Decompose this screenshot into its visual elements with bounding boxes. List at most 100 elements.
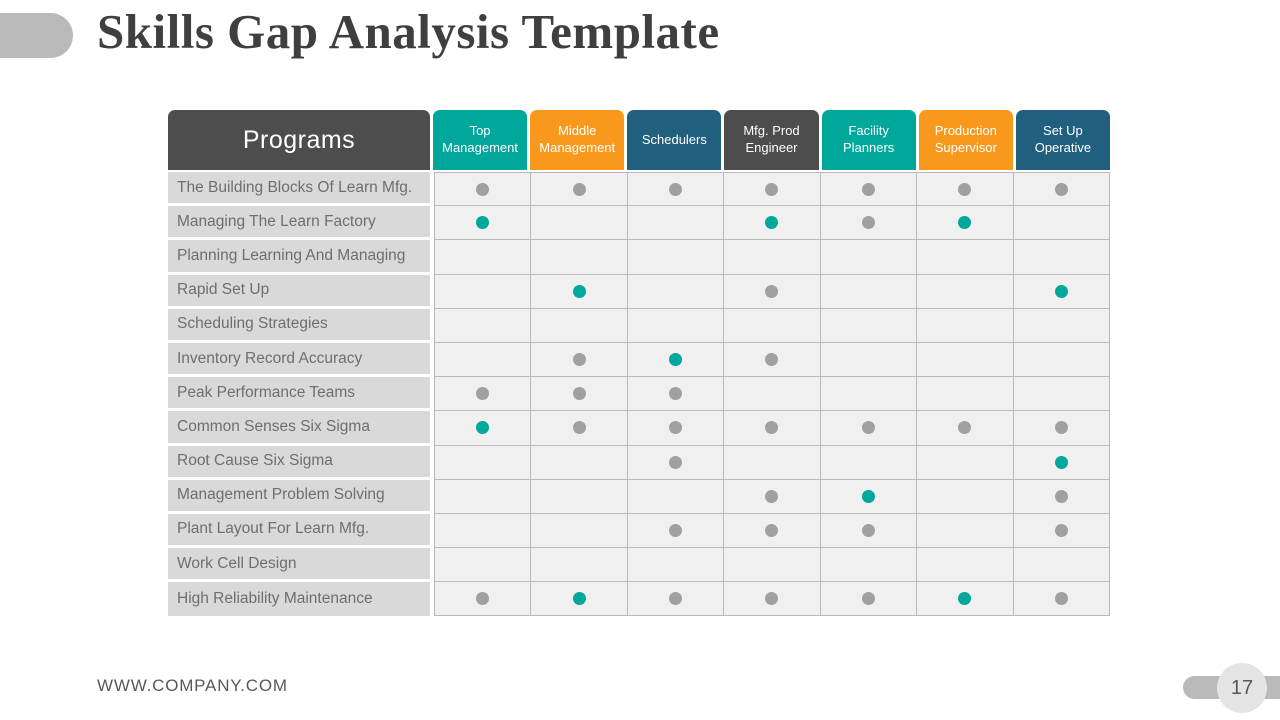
matrix-cell — [627, 274, 725, 309]
program-name-cell: High Reliability Maintenance — [168, 582, 430, 617]
teal-skill-dot-icon — [476, 421, 490, 435]
matrix-cell — [724, 582, 821, 617]
matrix-cell — [1013, 479, 1110, 514]
program-name-cell: The Building Blocks Of Learn Mfg. — [168, 172, 430, 207]
matrix-cell — [917, 582, 1014, 617]
matrix-cell — [531, 479, 628, 514]
table-row: Peak Performance Teams — [168, 377, 1110, 412]
matrix-cell — [724, 240, 821, 275]
table-row: Rapid Set Up — [168, 274, 1110, 309]
matrix-cell — [1013, 308, 1110, 343]
column-header-middle-management: Middle Management — [530, 110, 625, 170]
program-name-cell: Work Cell Design — [168, 548, 430, 583]
table-header-row: Programs Top Management Middle Management… — [168, 110, 1110, 170]
gray-skill-dot-icon — [1054, 592, 1068, 606]
table-row: Common Senses Six Sigma — [168, 411, 1110, 446]
matrix-cell — [724, 308, 821, 343]
matrix-cell — [917, 206, 1014, 241]
table-row: Scheduling Strategies — [168, 308, 1110, 343]
column-header-facility-planners: Facility Planners — [821, 110, 916, 170]
matrix-cell — [917, 513, 1014, 549]
matrix-cell — [531, 308, 628, 343]
matrix-cell — [531, 582, 628, 617]
matrix-cell — [531, 445, 628, 480]
matrix-cell — [434, 411, 532, 446]
matrix-cell — [917, 240, 1014, 275]
gray-skill-dot-icon — [476, 182, 490, 196]
matrix-cell — [627, 411, 725, 446]
gray-skill-dot-icon — [572, 421, 586, 435]
gray-skill-dot-icon — [669, 592, 683, 606]
matrix-cell — [434, 342, 532, 378]
gray-skill-dot-icon — [1054, 182, 1068, 196]
matrix-cell — [1013, 548, 1110, 583]
matrix-cell — [820, 172, 918, 207]
matrix-cell — [917, 342, 1014, 378]
gray-skill-dot-icon — [476, 592, 490, 606]
gray-skill-dot-icon — [958, 182, 972, 196]
gray-skill-dot-icon — [861, 216, 875, 230]
gray-skill-dot-icon — [958, 421, 972, 435]
matrix-cell — [1013, 206, 1110, 241]
matrix-cell — [1013, 377, 1110, 412]
matrix-cell — [820, 479, 918, 514]
matrix-cell — [917, 308, 1014, 343]
program-name-cell: Common Senses Six Sigma — [168, 411, 430, 446]
matrix-cell — [917, 479, 1014, 514]
matrix-cell — [820, 342, 918, 378]
teal-skill-dot-icon — [861, 489, 875, 503]
matrix-cell — [531, 513, 628, 549]
matrix-cell — [724, 206, 821, 241]
teal-skill-dot-icon — [1054, 455, 1068, 469]
matrix-cell — [1013, 513, 1110, 549]
matrix-cell — [434, 479, 532, 514]
matrix-cell — [917, 548, 1014, 583]
corner-decoration-pill — [0, 13, 73, 58]
matrix-cell — [820, 240, 918, 275]
gray-skill-dot-icon — [861, 182, 875, 196]
gray-skill-dot-icon — [861, 421, 875, 435]
gray-skill-dot-icon — [669, 421, 683, 435]
matrix-cell — [820, 377, 918, 412]
gray-skill-dot-icon — [765, 421, 779, 435]
matrix-cell — [627, 172, 725, 207]
matrix-cell — [820, 206, 918, 241]
matrix-cell — [917, 377, 1014, 412]
matrix-cell — [434, 445, 532, 480]
page-number-badge: 17 — [1217, 663, 1267, 713]
column-header-mfg-prod-engineer: Mfg. Prod Engineer — [724, 110, 819, 170]
matrix-cell — [820, 411, 918, 446]
gray-skill-dot-icon — [1054, 489, 1068, 503]
table-body: The Building Blocks Of Learn Mfg. Managin… — [168, 172, 1110, 617]
teal-skill-dot-icon — [476, 216, 490, 230]
teal-skill-dot-icon — [1054, 284, 1068, 298]
matrix-cell — [917, 274, 1014, 309]
matrix-cell — [627, 206, 725, 241]
table-row: High Reliability Maintenance — [168, 582, 1110, 617]
gray-skill-dot-icon — [669, 182, 683, 196]
gray-skill-dot-icon — [765, 592, 779, 606]
gray-skill-dot-icon — [669, 455, 683, 469]
matrix-cell — [820, 274, 918, 309]
matrix-cell — [531, 240, 628, 275]
matrix-cell — [531, 377, 628, 412]
matrix-cell — [724, 411, 821, 446]
table-row: Plant Layout For Learn Mfg. — [168, 513, 1110, 549]
matrix-cell — [434, 377, 532, 412]
program-name-cell: Rapid Set Up — [168, 274, 430, 309]
matrix-cell — [917, 172, 1014, 207]
program-name-cell: Inventory Record Accuracy — [168, 342, 430, 378]
matrix-cell — [627, 513, 725, 549]
program-name-cell: Peak Performance Teams — [168, 377, 430, 412]
gray-skill-dot-icon — [476, 387, 490, 401]
matrix-cell — [1013, 411, 1110, 446]
matrix-cell — [627, 445, 725, 480]
matrix-cell — [627, 479, 725, 514]
program-name-cell: Managing The Learn Factory — [168, 206, 430, 241]
gray-skill-dot-icon — [1054, 421, 1068, 435]
gray-skill-dot-icon — [861, 592, 875, 606]
gray-skill-dot-icon — [1054, 523, 1068, 537]
matrix-cell — [820, 513, 918, 549]
gray-skill-dot-icon — [572, 182, 586, 196]
matrix-cell — [1013, 582, 1110, 617]
